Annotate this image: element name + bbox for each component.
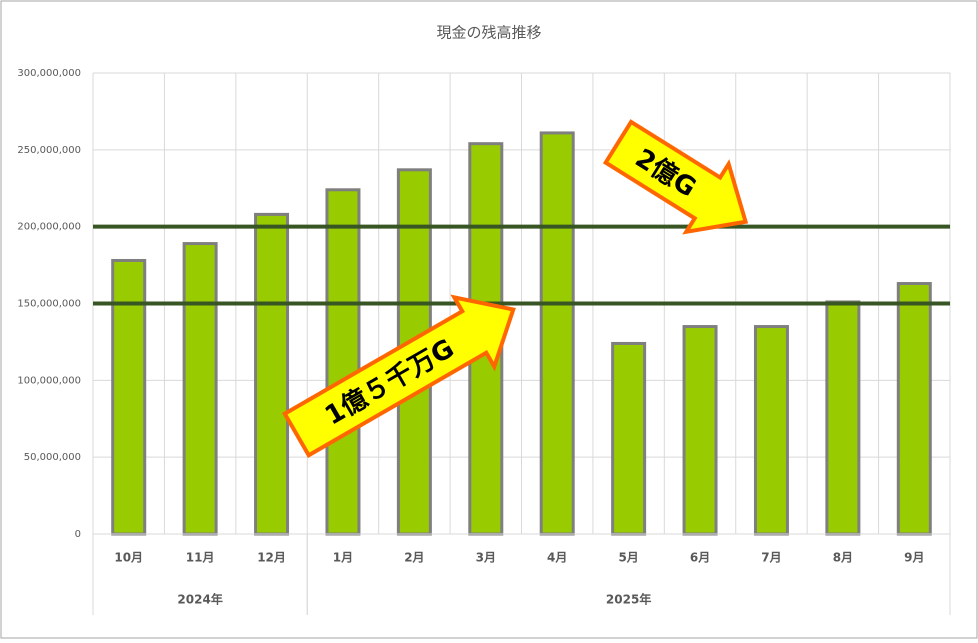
y-tick-label: 0 [75,529,81,540]
x-tick-label: 4月 [547,551,567,565]
bar [682,325,718,536]
x-tick-label: 1月 [333,551,353,565]
y-tick-label: 150,000,000 [17,299,81,310]
group-label: 2024年 [177,592,222,607]
arrow-shape [282,294,516,459]
x-tick-label: 2月 [404,551,424,565]
bar [325,188,361,536]
y-tick-label: 100,000,000 [17,375,81,386]
x-tick-label: 9月 [904,551,924,565]
bar [182,242,218,536]
arrow-shape [602,119,749,235]
x-tick-label: 7月 [761,551,781,565]
x-tick-label: 6月 [690,551,710,565]
bar [254,212,290,536]
x-tick-label: 3月 [476,551,496,565]
bar [111,258,147,536]
x-tick-label: 5月 [618,551,638,565]
bar [611,341,647,536]
x-tick-label: 10月 [114,551,143,565]
x-tick-label: 8月 [833,551,853,565]
bar [753,325,789,536]
x-tick-label: 11月 [186,551,215,565]
y-tick-label: 200,000,000 [17,222,81,233]
y-tick-label: 50,000,000 [24,452,81,463]
bar [825,300,861,536]
y-tick-label: 300,000,000 [17,68,81,79]
bar [539,131,575,536]
chart-title: 現金の残高推移 [436,24,541,42]
x-tick-label: 12月 [257,551,286,565]
y-tick-label: 250,000,000 [17,145,81,156]
bar [896,282,932,536]
group-label: 2025年 [606,592,651,607]
arrow-callout: 2億G [602,119,749,235]
